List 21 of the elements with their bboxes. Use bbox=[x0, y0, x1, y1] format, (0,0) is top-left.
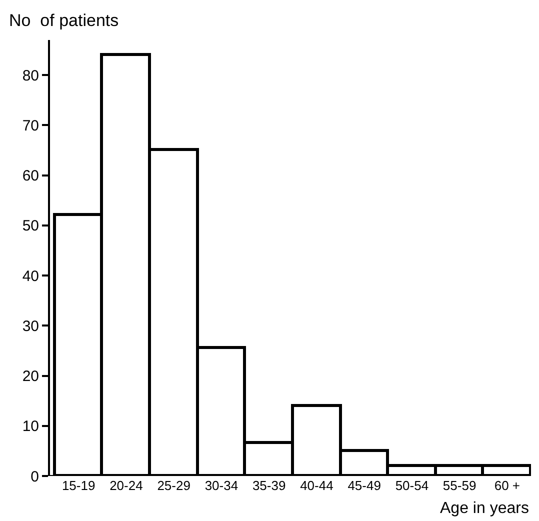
x-tick-label: 15-19 bbox=[62, 478, 96, 493]
y-tick-label: 40 bbox=[22, 268, 39, 285]
x-tick-label: 60 + bbox=[494, 478, 520, 493]
x-tick-label: 55-59 bbox=[442, 478, 476, 493]
y-tick-label: 70 bbox=[22, 117, 39, 134]
y-tick-label: 0 bbox=[30, 468, 39, 486]
y-axis-title: No of patients bbox=[9, 11, 119, 30]
x-tick-label: 35-39 bbox=[252, 478, 286, 493]
y-tick-label: 80 bbox=[22, 67, 39, 84]
y-tick-label: 50 bbox=[22, 218, 39, 235]
x-axis-title: Age in years bbox=[440, 500, 529, 517]
x-tick-label: 30-34 bbox=[204, 478, 238, 493]
x-tick-label: 50-54 bbox=[395, 478, 429, 493]
y-tick-label: 60 bbox=[22, 168, 39, 185]
x-tick-label: 40-44 bbox=[300, 478, 334, 493]
y-tick-label: 10 bbox=[22, 418, 39, 436]
y-tick-label: 30 bbox=[22, 318, 39, 335]
x-tick-label: 25-29 bbox=[157, 478, 190, 493]
x-tick-label: 45-49 bbox=[348, 478, 381, 493]
x-tick-label: 20-24 bbox=[110, 478, 143, 493]
y-tick-label: 20 bbox=[22, 368, 39, 386]
